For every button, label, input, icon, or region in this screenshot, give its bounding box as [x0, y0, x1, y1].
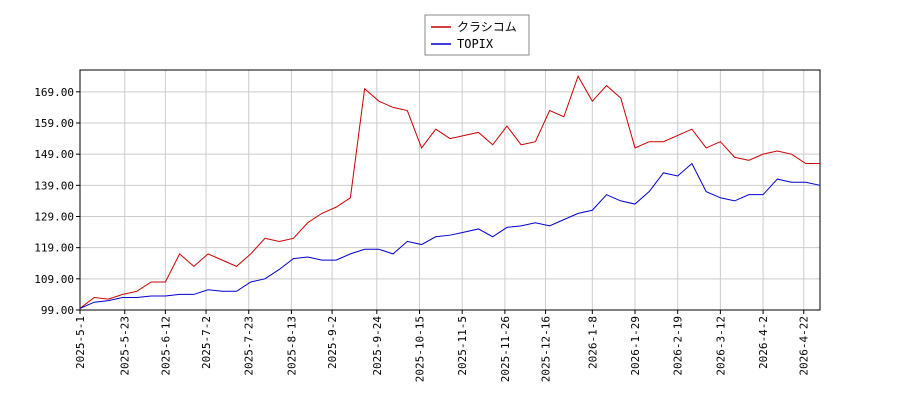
y-tick-label: 169.00: [34, 86, 74, 99]
x-tick-label: 2025-5-23: [119, 316, 132, 376]
y-tick-label: 159.00: [34, 117, 74, 130]
y-tick-label: 129.00: [34, 210, 74, 223]
x-tick-label: 2026-1-8: [586, 316, 599, 369]
x-tick-label: 2025-9-24: [371, 316, 384, 376]
x-tick-label: 2025-9-2: [326, 316, 339, 369]
x-tick-label: 2026-3-12: [714, 316, 727, 376]
x-tick-label: 2025-8-13: [285, 316, 298, 376]
x-tick-label: 2025-7-23: [243, 316, 256, 376]
x-tick-label: 2025-11-26: [499, 316, 512, 382]
x-tick-label: 2025-5-1: [74, 316, 87, 369]
x-tick-label: 2025-11-5: [456, 316, 469, 376]
legend-label: TOPIX: [457, 37, 494, 51]
x-tick-label: 2026-4-22: [798, 316, 811, 376]
x-tick-label: 2025-12-16: [540, 316, 553, 382]
y-tick-label: 119.00: [34, 242, 74, 255]
x-tick-label: 2026-4-2: [757, 316, 770, 369]
x-tick-label: 2025-10-15: [414, 316, 427, 382]
legend-label: クラシコム: [457, 20, 517, 34]
data-line: [79, 75, 820, 309]
x-tick-label: 2026-1-29: [629, 316, 642, 376]
x-tick-label: 2025-7-2: [200, 316, 213, 369]
data-line: [79, 162, 821, 309]
x-tick-label: 2025-6-12: [159, 316, 172, 376]
x-tick-label: 2026-2-19: [672, 316, 685, 376]
y-tick-label: 149.00: [34, 148, 74, 161]
y-tick-label: 99.00: [41, 304, 74, 317]
plot-border: [79, 69, 821, 311]
y-tick-label: 109.00: [34, 273, 74, 286]
y-tick-label: 139.00: [34, 179, 74, 192]
legend-box: [424, 14, 530, 56]
